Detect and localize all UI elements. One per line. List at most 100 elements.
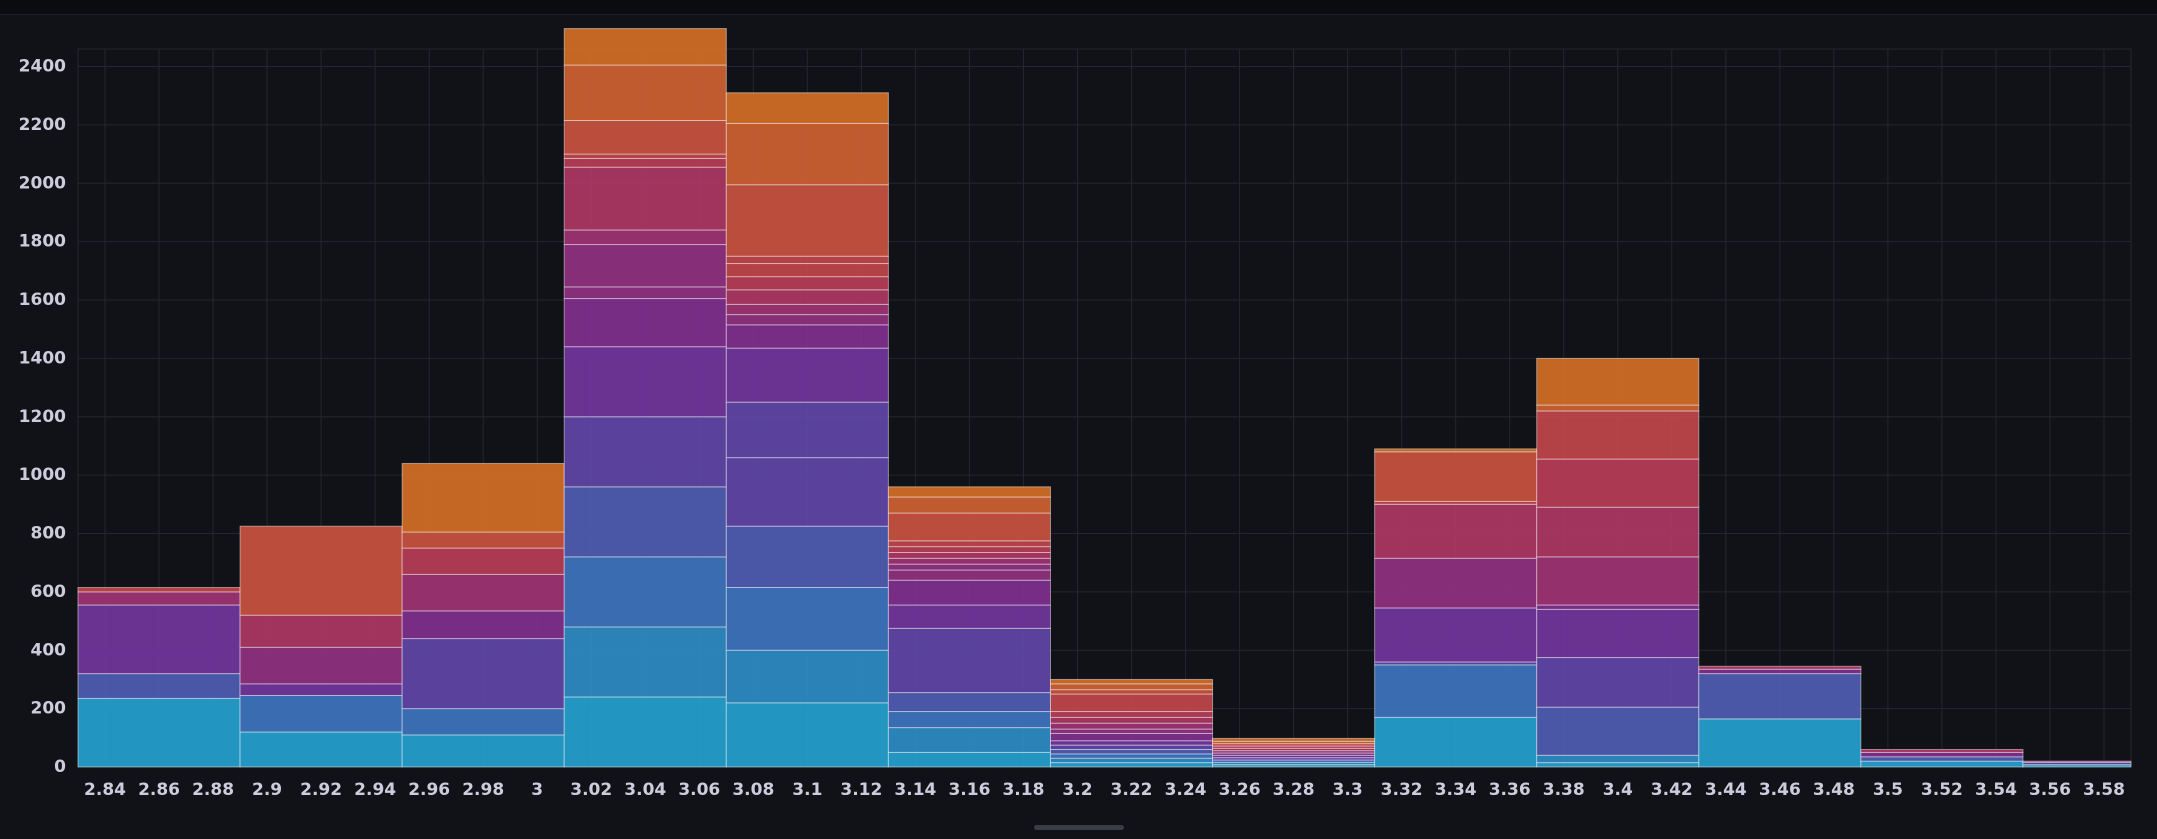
bar-segment [1049,689,1214,695]
bar-segment [887,540,1051,548]
bar-segment [725,347,889,403]
x-tick-label: 2.94 [354,780,396,800]
y-axis: 0 200 400 600 800 1000 1200 1400 1600 1800 2000 220… [19,57,66,777]
bar-segment [239,731,403,768]
bar-segment [1374,503,1538,559]
y-tick-label: 1200 [19,407,66,427]
bar-segment [563,153,727,159]
x-tick-label: 3.46 [1759,780,1801,800]
bar-segment [1049,744,1214,750]
bar-segment [725,525,889,588]
x-tick-label: 3.32 [1381,780,1423,800]
bar-segment [887,727,1051,753]
bar-segment [1374,607,1538,663]
histogram-chart: 0 200 400 600 800 1000 1200 1400 1600 1800 2000 220… [19,28,2132,800]
x-tick-label: 3.26 [1219,780,1261,800]
bar-segment [725,457,889,527]
bar-segment [401,610,565,640]
bar-segment [77,604,241,675]
x-tick-label: 3.4 [1603,780,1633,800]
bars [77,28,2132,768]
bar-segment [1049,693,1214,713]
bar-segment [887,579,1051,606]
bar-segment [1536,506,1700,558]
bar-segment [1049,762,1214,768]
y-tick-label: 200 [31,699,67,719]
x-tick-label: 3.3 [1333,780,1363,800]
bar-segment [725,276,889,291]
bar-segment [1860,760,2024,768]
bar-segment [239,646,403,685]
x-tick-label: 3.44 [1705,780,1747,800]
bar-segment [887,711,1051,729]
bar-segment [401,734,565,768]
bar-segment [401,638,565,710]
bar-segment [239,694,403,733]
bar-segment [563,626,727,698]
bar-segment [77,591,241,606]
y-tick-label: 600 [31,582,67,602]
x-tick-label: 3.12 [840,780,882,800]
bar-segment [401,573,565,612]
bar-segment [1049,728,1214,734]
bar-segment [887,563,1051,571]
bar-segment [725,92,889,124]
bar-segment [1374,716,1538,768]
bar-segment [1536,556,1700,606]
bar-segment [239,525,403,616]
bar-segment [887,486,1051,498]
x-tick-label: 2.88 [192,780,234,800]
bar-segment [725,702,889,768]
x-tick-label: 3.5 [1873,780,1903,800]
bar-segment [1860,756,2024,762]
bar-segment [725,303,889,316]
bar-segment [725,314,889,326]
y-tick-label: 1000 [19,465,66,485]
x-tick-label: 3.42 [1651,780,1693,800]
bar-segment [1374,664,1538,718]
x-tick-label: 3.24 [1165,780,1207,800]
x-tick-label: 3.36 [1489,780,1531,800]
bar-segment [1374,448,1538,453]
bar-segment [1374,451,1538,502]
bar-segment [1698,668,1862,675]
bar-segment [563,229,727,246]
x-tick-label: 2.96 [408,780,450,800]
x-tick-label: 3.16 [948,780,990,800]
bar-segment [563,28,727,66]
bar-segment [2022,760,2132,763]
resize-handle[interactable] [1034,825,1124,830]
bar-segment [563,64,727,122]
bar-segment [887,627,1051,694]
x-tick-label: 3.02 [570,780,612,800]
bar-segment [1049,683,1214,691]
bar-segment [563,244,727,288]
y-tick-label: 800 [31,524,67,544]
bar-segment [1698,718,1862,768]
y-tick-label: 2000 [19,173,66,193]
bar-segment [239,683,403,696]
bar-segment [1536,762,1700,768]
bar-segment [1049,678,1214,685]
bar-segment [77,673,241,699]
bar-segment [1536,706,1700,756]
bar-segment [1049,757,1214,764]
x-tick-label: 3.48 [1813,780,1855,800]
bar-segment [401,708,565,736]
bar-segment [1536,410,1700,460]
bar-segment [563,486,727,558]
bar-segment [1698,665,1862,670]
x-axis: 2.84 2.86 2.88 2.9 2.92 2.94 2.96 2.98 3 3.02 3.04… [84,780,2125,800]
bar-segment [1536,458,1700,508]
bar-segment [887,496,1051,514]
bar-segment [563,556,727,628]
x-tick-label: 3.08 [732,780,774,800]
bar-segment [1049,711,1214,718]
y-tick-label: 1400 [19,348,66,368]
bar-segment [887,569,1051,581]
bar-segment [725,649,889,704]
x-tick-label: 3.54 [1975,780,2017,800]
bar-segment [563,416,727,488]
x-tick-label: 3.52 [1921,780,1963,800]
x-tick-label: 2.9 [252,780,282,800]
